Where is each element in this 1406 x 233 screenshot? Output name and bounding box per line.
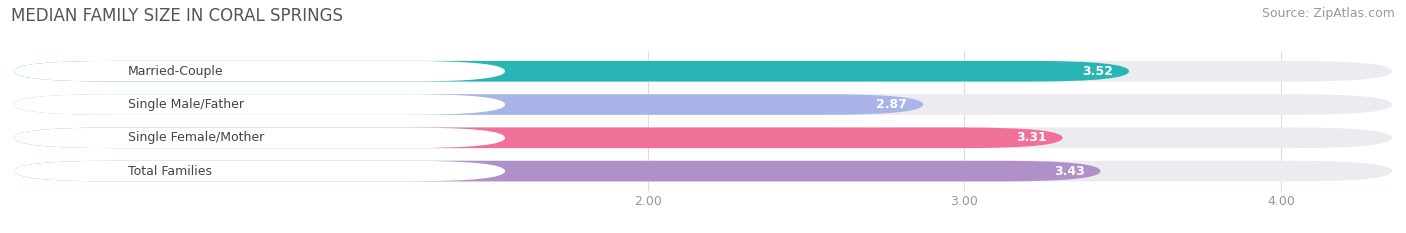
FancyBboxPatch shape	[14, 61, 1129, 82]
FancyBboxPatch shape	[14, 127, 505, 148]
FancyBboxPatch shape	[14, 127, 1063, 148]
FancyBboxPatch shape	[14, 94, 1392, 115]
FancyBboxPatch shape	[14, 61, 505, 82]
Text: MEDIAN FAMILY SIZE IN CORAL SPRINGS: MEDIAN FAMILY SIZE IN CORAL SPRINGS	[11, 7, 343, 25]
FancyBboxPatch shape	[14, 161, 1101, 182]
Text: 2.87: 2.87	[876, 98, 907, 111]
FancyBboxPatch shape	[14, 127, 1392, 148]
FancyBboxPatch shape	[14, 161, 1392, 182]
Text: Total Families: Total Families	[128, 164, 212, 178]
FancyBboxPatch shape	[14, 94, 505, 115]
Text: 3.31: 3.31	[1017, 131, 1046, 144]
FancyBboxPatch shape	[14, 61, 1392, 82]
FancyBboxPatch shape	[14, 161, 505, 182]
Text: Single Male/Father: Single Male/Father	[128, 98, 245, 111]
Text: 3.43: 3.43	[1054, 164, 1084, 178]
FancyBboxPatch shape	[14, 94, 924, 115]
Text: 3.52: 3.52	[1083, 65, 1114, 78]
Text: Single Female/Mother: Single Female/Mother	[128, 131, 264, 144]
Text: Source: ZipAtlas.com: Source: ZipAtlas.com	[1261, 7, 1395, 20]
Text: Married-Couple: Married-Couple	[128, 65, 224, 78]
